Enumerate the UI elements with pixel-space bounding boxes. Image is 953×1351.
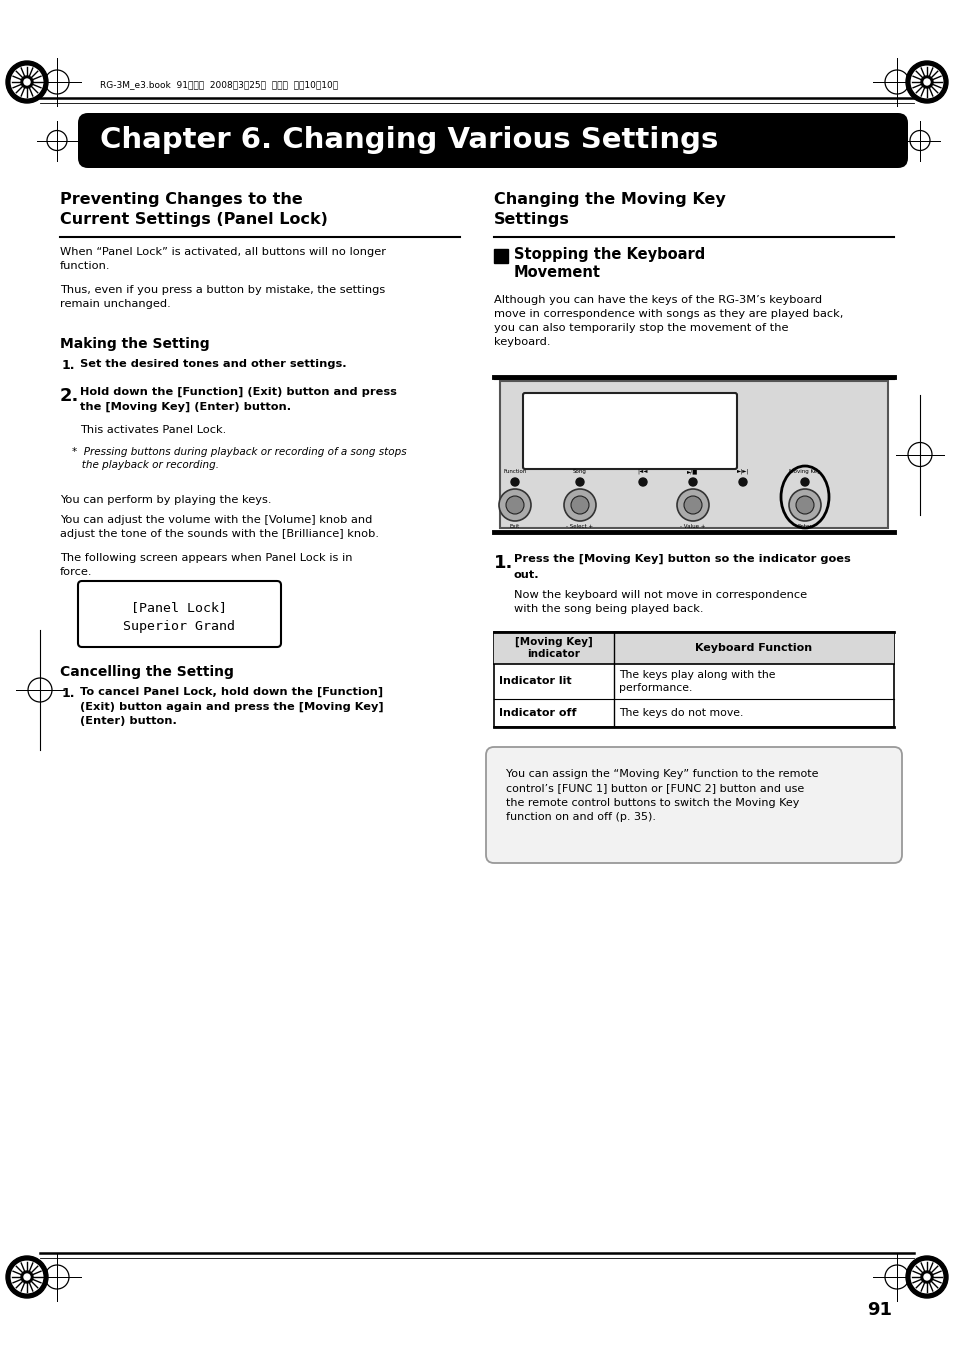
Text: Chapter 6. Changing Various Settings: Chapter 6. Changing Various Settings xyxy=(100,127,718,154)
Text: This activates Panel Lock.: This activates Panel Lock. xyxy=(80,426,226,435)
Text: Current Settings (Panel Lock): Current Settings (Panel Lock) xyxy=(60,212,328,227)
Circle shape xyxy=(576,478,583,486)
Circle shape xyxy=(910,66,942,97)
Text: Song: Song xyxy=(573,469,586,474)
Circle shape xyxy=(11,1262,43,1293)
FancyBboxPatch shape xyxy=(522,393,737,469)
Text: 1.: 1. xyxy=(62,688,75,700)
Text: Indicator off: Indicator off xyxy=(498,708,576,717)
Bar xyxy=(494,249,507,263)
Text: - Select +: - Select + xyxy=(566,524,593,530)
Text: Cancelling the Setting: Cancelling the Setting xyxy=(60,665,233,680)
Text: - Value +: - Value + xyxy=(679,524,705,530)
Text: Indicator lit: Indicator lit xyxy=(498,677,571,686)
Circle shape xyxy=(920,76,932,88)
Circle shape xyxy=(511,478,518,486)
Text: Thus, even if you press a button by mistake, the settings
remain unchanged.: Thus, even if you press a button by mist… xyxy=(60,285,385,309)
Text: RG-3M_e3.book  91ページ  2008年3月25日  火曜日  午前10時10分: RG-3M_e3.book 91ページ 2008年3月25日 火曜日 午前10時… xyxy=(100,81,337,89)
Bar xyxy=(494,632,893,663)
Circle shape xyxy=(21,1271,33,1283)
Text: Moving Key: Moving Key xyxy=(788,469,820,474)
Circle shape xyxy=(923,1274,929,1279)
Text: ►|►|: ►|►| xyxy=(736,469,748,474)
Text: Keyboard Function: Keyboard Function xyxy=(695,643,812,653)
Text: Settings: Settings xyxy=(494,212,569,227)
Bar xyxy=(494,632,893,727)
Circle shape xyxy=(683,496,701,513)
Text: |◄◄: |◄◄ xyxy=(638,469,648,474)
Text: Enter: Enter xyxy=(797,524,811,530)
Text: Changing the Moving Key: Changing the Moving Key xyxy=(494,192,725,207)
Text: 91: 91 xyxy=(866,1301,892,1319)
Circle shape xyxy=(639,478,646,486)
Text: out.: out. xyxy=(514,570,539,580)
Text: You can perform by playing the keys.: You can perform by playing the keys. xyxy=(60,494,272,505)
Circle shape xyxy=(910,1262,942,1293)
Text: Function: Function xyxy=(503,469,526,474)
Circle shape xyxy=(571,496,588,513)
Text: Movement: Movement xyxy=(514,265,600,280)
Circle shape xyxy=(498,489,531,521)
Bar xyxy=(499,381,887,528)
FancyBboxPatch shape xyxy=(78,113,907,168)
Text: *  Pressing buttons during playback or recording of a song stops
   the playback: * Pressing buttons during playback or re… xyxy=(71,447,406,470)
Circle shape xyxy=(920,1271,932,1283)
Circle shape xyxy=(677,489,708,521)
Text: Hold down the [Function] (Exit) button and press
the [Moving Key] (Enter) button: Hold down the [Function] (Exit) button a… xyxy=(80,386,396,412)
Text: 1.: 1. xyxy=(494,554,513,571)
Circle shape xyxy=(563,489,596,521)
Text: Set the desired tones and other settings.: Set the desired tones and other settings… xyxy=(80,359,346,369)
Text: When “Panel Lock” is activated, all buttons will no longer
function.: When “Panel Lock” is activated, all butt… xyxy=(60,247,386,272)
Text: Making the Setting: Making the Setting xyxy=(60,336,210,351)
Circle shape xyxy=(801,478,808,486)
Circle shape xyxy=(24,78,30,85)
FancyBboxPatch shape xyxy=(78,581,281,647)
Circle shape xyxy=(739,478,746,486)
Circle shape xyxy=(795,496,813,513)
Text: Preventing Changes to the: Preventing Changes to the xyxy=(60,192,302,207)
Text: You can assign the “Moving Key” function to the remote
control’s [FUNC 1] button: You can assign the “Moving Key” function… xyxy=(505,769,818,823)
Circle shape xyxy=(505,496,523,513)
Text: [Panel Lock]: [Panel Lock] xyxy=(132,601,227,613)
Circle shape xyxy=(21,76,33,88)
Text: 1.: 1. xyxy=(62,359,75,372)
Text: [Moving Key]
indicator: [Moving Key] indicator xyxy=(515,636,592,659)
Text: To cancel Panel Lock, hold down the [Function]
(Exit) button again and press the: To cancel Panel Lock, hold down the [Fun… xyxy=(80,688,383,725)
Circle shape xyxy=(905,61,947,103)
Text: Stopping the Keyboard: Stopping the Keyboard xyxy=(514,247,704,262)
Circle shape xyxy=(11,66,43,97)
Circle shape xyxy=(6,61,48,103)
Text: ►/■: ►/■ xyxy=(686,469,698,474)
Text: Exit: Exit xyxy=(509,524,519,530)
Circle shape xyxy=(788,489,821,521)
Text: The keys do not move.: The keys do not move. xyxy=(618,708,742,717)
FancyBboxPatch shape xyxy=(485,747,901,863)
Circle shape xyxy=(905,1256,947,1298)
Circle shape xyxy=(923,78,929,85)
Text: Although you can have the keys of the RG-3M’s keyboard
move in correspondence wi: Although you can have the keys of the RG… xyxy=(494,295,842,347)
Text: Press the [Moving Key] button so the indicator goes: Press the [Moving Key] button so the ind… xyxy=(514,554,850,565)
Circle shape xyxy=(24,1274,30,1279)
Text: Now the keyboard will not move in correspondence
with the song being played back: Now the keyboard will not move in corres… xyxy=(514,590,806,613)
Circle shape xyxy=(6,1256,48,1298)
Text: Superior Grand: Superior Grand xyxy=(123,620,235,634)
Text: The keys play along with the
performance.: The keys play along with the performance… xyxy=(618,670,775,693)
Circle shape xyxy=(688,478,697,486)
Text: You can adjust the volume with the [Volume] knob and
adjust the tone of the soun: You can adjust the volume with the [Volu… xyxy=(60,515,378,539)
Text: The following screen appears when Panel Lock is in
force.: The following screen appears when Panel … xyxy=(60,553,352,577)
Text: 2.: 2. xyxy=(60,386,79,405)
